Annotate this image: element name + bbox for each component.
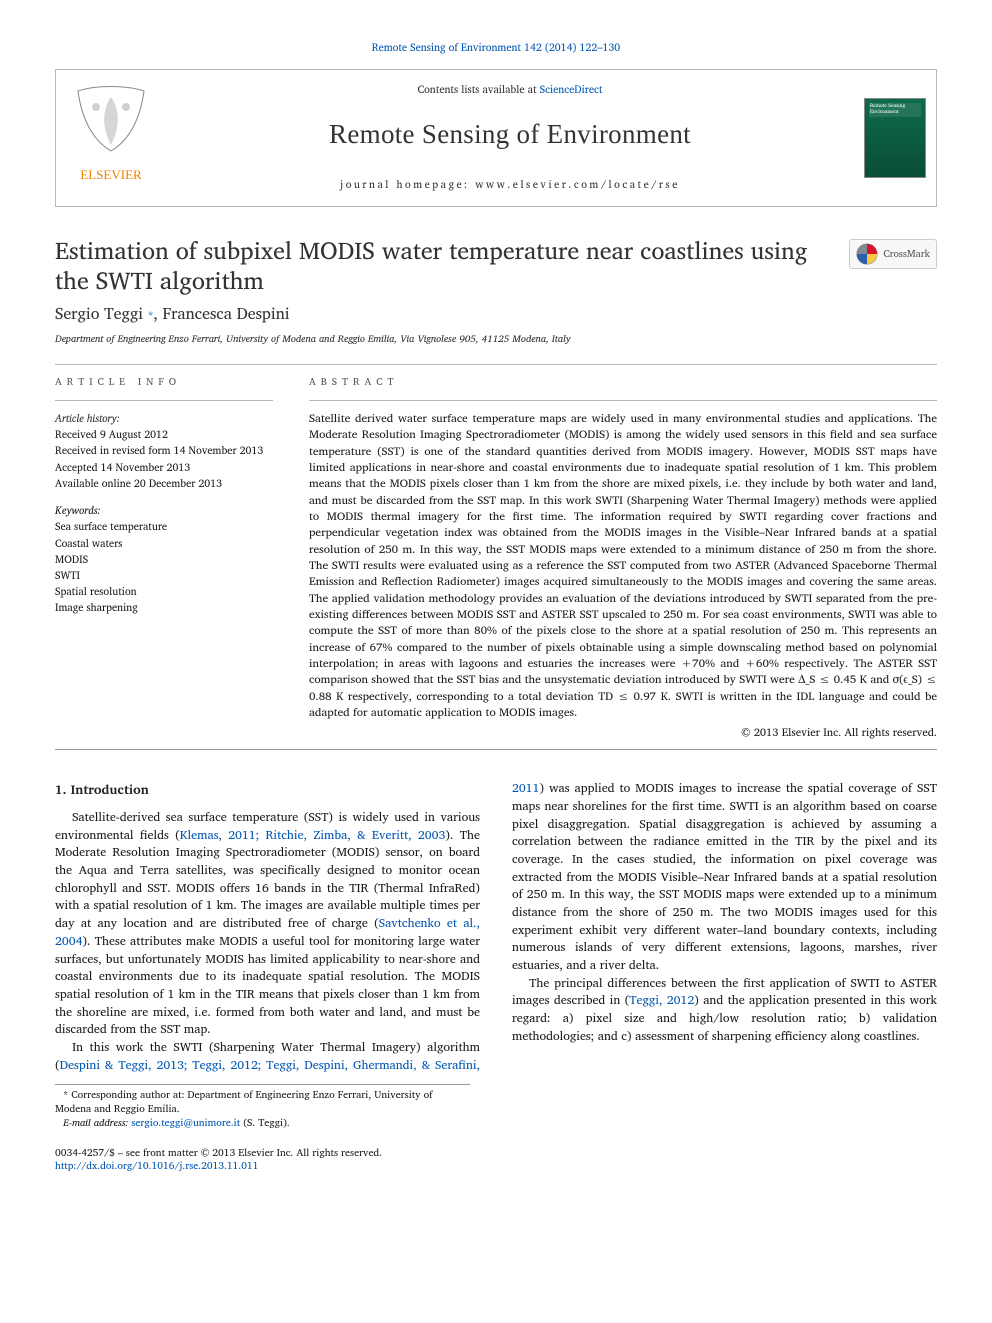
- keyword: Spatial resolution: [55, 584, 273, 599]
- body-columns: 1. Introduction Satellite-derived sea su…: [55, 780, 937, 1074]
- page-footer: 0034-4257/$ – see front matter © 2013 El…: [55, 1147, 937, 1175]
- body-para: Satellite-derived sea surface temperatur…: [55, 809, 480, 1039]
- svg-text:ELSEVIER: ELSEVIER: [80, 167, 142, 182]
- sciencedirect-link[interactable]: ScienceDirect: [540, 80, 603, 98]
- affiliation: Department of Engineering Enzo Ferrari, …: [55, 332, 937, 347]
- history-revised: Received in revised form 14 November 201…: [55, 443, 273, 458]
- keyword: Sea surface temperature: [55, 519, 273, 534]
- contents-line: Contents lists available at ScienceDirec…: [174, 82, 846, 97]
- rule-info: [55, 400, 273, 401]
- rule-after-abstract: [55, 749, 937, 750]
- keyword: MODIS: [55, 552, 273, 567]
- history-accepted: Accepted 14 November 2013: [55, 460, 273, 475]
- footnotes: * Corresponding author at: Department of…: [55, 1084, 470, 1130]
- email-line: E-mail address: sergio.teggi@unimore.it …: [55, 1117, 470, 1131]
- keyword: SWTI: [55, 568, 273, 583]
- crossmark-label: CrossMark: [883, 247, 930, 262]
- crossmark-icon: [856, 243, 878, 265]
- keyword: Image sharpening: [55, 600, 273, 615]
- rule-abstract: [309, 400, 937, 401]
- top-citation[interactable]: Remote Sensing of Environment 142 (2014)…: [55, 40, 937, 55]
- keywords-label: Keywords:: [55, 503, 273, 518]
- journal-homepage: journal homepage: www.elsevier.com/locat…: [174, 177, 846, 192]
- body-para: The principal differences between the fi…: [512, 975, 937, 1046]
- crossmark-badge[interactable]: CrossMark: [849, 239, 937, 269]
- journal-name: Remote Sensing of Environment: [174, 115, 846, 154]
- history-label: Article history:: [55, 411, 273, 426]
- abstract-heading: ABSTRACT: [309, 375, 937, 390]
- author-email-link[interactable]: sergio.teggi@unimore.it: [131, 1115, 240, 1131]
- rule-top: [55, 364, 937, 365]
- abstract-text: Satellite derived water surface temperat…: [309, 411, 937, 721]
- section-heading: 1. Introduction: [55, 780, 480, 799]
- journal-header: ELSEVIER Contents lists available at Sci…: [55, 69, 937, 207]
- article-info-heading: ARTICLE INFO: [55, 375, 273, 390]
- corr-author-link[interactable]: *: [148, 306, 154, 324]
- elsevier-logo: ELSEVIER: [56, 70, 166, 206]
- abstract-copyright: © 2013 Elsevier Inc. All rights reserved…: [309, 725, 937, 741]
- journal-cover-thumb: Remote Sensing Environment: [854, 70, 936, 206]
- keyword: Coastal waters: [55, 536, 273, 551]
- author-2: Francesca Despini: [163, 301, 290, 327]
- authors: Sergio Teggi *, Francesca Despini: [55, 303, 937, 326]
- corresponding-author-note: * Corresponding author at: Department of…: [55, 1089, 470, 1117]
- history-received: Received 9 August 2012: [55, 427, 273, 442]
- doi-link[interactable]: http://dx.doi.org/10.1016/j.rse.2013.11.…: [55, 1158, 258, 1174]
- history-online: Available online 20 December 2013: [55, 476, 273, 491]
- article-title: Estimation of subpixel MODIS water tempe…: [55, 235, 833, 295]
- author-1: Sergio Teggi: [55, 301, 143, 327]
